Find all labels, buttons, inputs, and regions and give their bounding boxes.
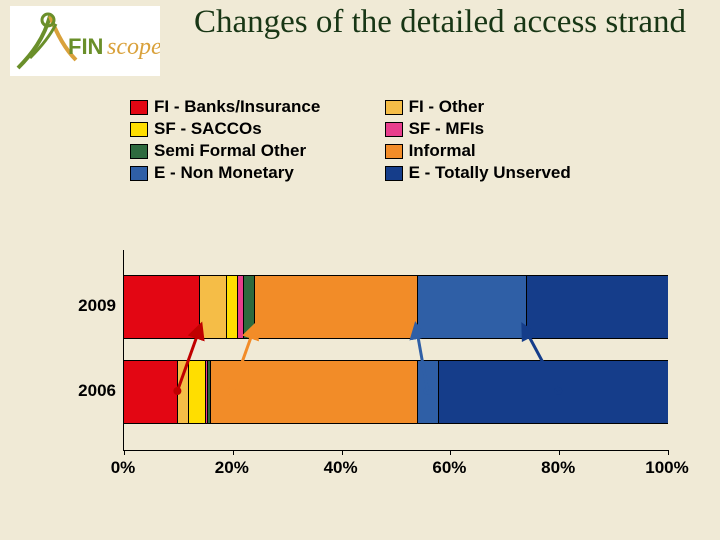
legend-item: SF - MFIs bbox=[385, 118, 600, 140]
x-axis-label: 40% bbox=[311, 458, 371, 478]
legend-label: Informal bbox=[409, 141, 476, 161]
bar-2009 bbox=[124, 275, 668, 339]
segment-Informal bbox=[255, 276, 418, 338]
legend-label: FI - Banks/Insurance bbox=[154, 97, 320, 117]
segment-SF_SACCOs bbox=[227, 276, 238, 338]
legend-label: Semi Formal Other bbox=[154, 141, 306, 161]
legend-swatch bbox=[130, 100, 148, 115]
legend-swatch bbox=[130, 122, 148, 137]
segment-SemiFormalOther bbox=[244, 276, 255, 338]
segment-FI_BanksInsurance bbox=[124, 361, 178, 423]
legend-item: Semi Formal Other bbox=[130, 140, 385, 162]
segment-SF_SACCOs bbox=[189, 361, 205, 423]
legend-label: SF - SACCOs bbox=[154, 119, 262, 139]
logo-scope: scope bbox=[107, 34, 160, 60]
segment-FI_BanksInsurance bbox=[124, 276, 200, 338]
legend-swatch bbox=[385, 122, 403, 137]
x-axis-label: 20% bbox=[202, 458, 262, 478]
access-strand-chart: 200920060%20%40%60%80%100% bbox=[58, 250, 683, 510]
legend-item: E - Totally Unserved bbox=[385, 162, 600, 184]
x-axis-label: 60% bbox=[419, 458, 479, 478]
y-axis-label: 2009 bbox=[58, 296, 116, 316]
bar-2006 bbox=[124, 360, 668, 424]
legend-swatch bbox=[130, 166, 148, 181]
legend-item: SF - SACCOs bbox=[130, 118, 385, 140]
segment-E_TotallyUnserved bbox=[439, 361, 667, 423]
legend-label: E - Totally Unserved bbox=[409, 163, 571, 183]
y-axis-label: 2006 bbox=[58, 381, 116, 401]
legend-item: E - Non Monetary bbox=[130, 162, 385, 184]
legend-label: SF - MFIs bbox=[409, 119, 485, 139]
segment-E_NonMonetary bbox=[418, 276, 527, 338]
segment-E_NonMonetary bbox=[418, 361, 440, 423]
segment-E_TotallyUnserved bbox=[527, 276, 668, 338]
legend-swatch bbox=[385, 144, 403, 159]
segment-FI_Other bbox=[178, 361, 189, 423]
finscope-logo: FIN scope bbox=[10, 6, 160, 76]
legend-item: Informal bbox=[385, 140, 600, 162]
x-axis-label: 80% bbox=[528, 458, 588, 478]
legend-swatch bbox=[130, 144, 148, 159]
legend-item: FI - Other bbox=[385, 96, 600, 118]
legend-swatch bbox=[385, 166, 403, 181]
legend-label: E - Non Monetary bbox=[154, 163, 294, 183]
legend-label: FI - Other bbox=[409, 97, 485, 117]
x-axis-label: 100% bbox=[637, 458, 697, 478]
legend-item: FI - Banks/Insurance bbox=[130, 96, 385, 118]
slide: FIN scope Changes of the detailed access… bbox=[0, 0, 720, 540]
x-axis-label: 0% bbox=[93, 458, 153, 478]
segment-Informal bbox=[211, 361, 418, 423]
legend-swatch bbox=[385, 100, 403, 115]
segment-FI_Other bbox=[200, 276, 227, 338]
slide-title: Changes of the detailed access strand bbox=[170, 4, 710, 41]
logo-fin: FIN bbox=[68, 34, 103, 59]
legend: FI - Banks/InsuranceSF - SACCOsSemi Form… bbox=[130, 96, 600, 184]
plot-area bbox=[123, 250, 668, 451]
